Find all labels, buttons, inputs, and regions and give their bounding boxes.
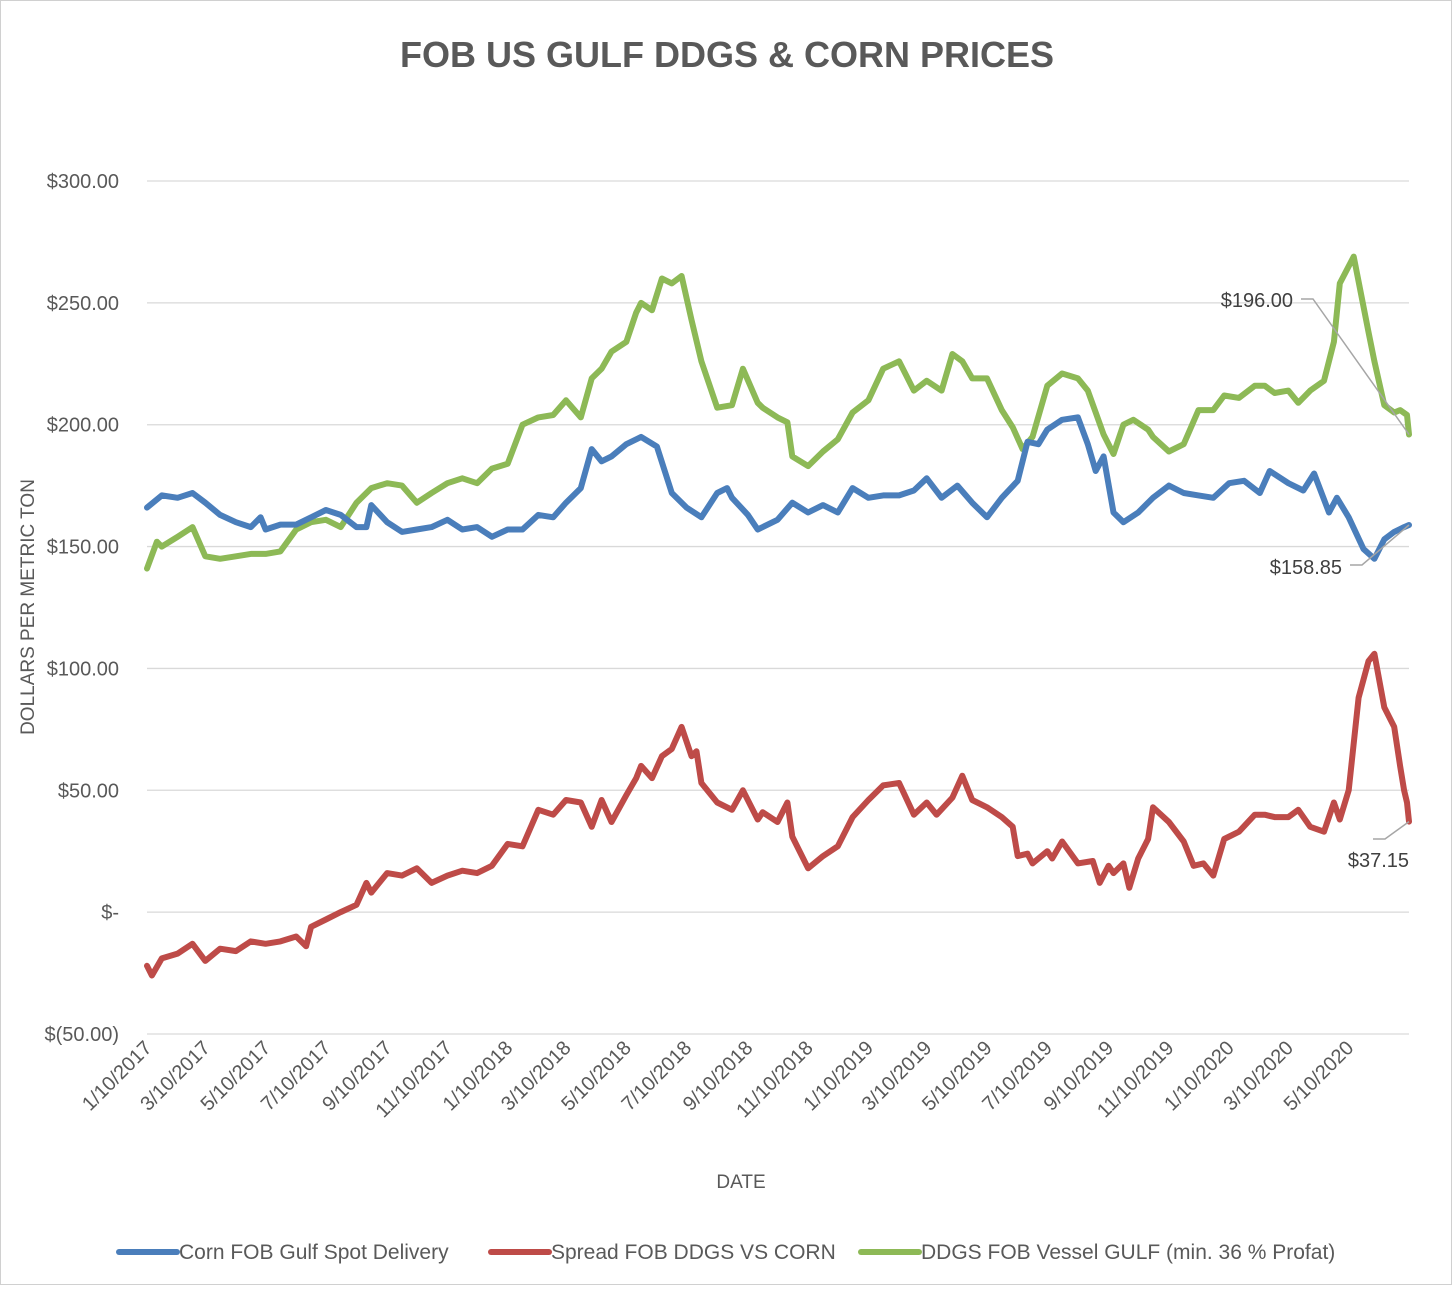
y-tick-label: $150.00 xyxy=(47,537,119,559)
y-tick-label: $200.00 xyxy=(47,415,119,437)
series-line-2 xyxy=(144,253,1412,572)
chart-title: FOB US GULF DDGS & CORN PRICES xyxy=(400,34,1054,75)
legend-label: Corn FOB Gulf Spot Delivery xyxy=(179,1241,449,1264)
legend-label: Spread FOB DDGS VS CORN xyxy=(551,1241,836,1264)
y-axis-label: DOLLARS PER METRIC TON xyxy=(18,479,39,735)
y-tick-label: $300.00 xyxy=(47,171,119,193)
y-tick-label: $(50.00) xyxy=(45,1024,120,1046)
y-tick-label: $250.00 xyxy=(47,293,119,315)
gridlines xyxy=(147,180,1409,1035)
y-tick-label: $- xyxy=(101,902,119,924)
legend: Corn FOB Gulf Spot Delivery Spread FOB DD… xyxy=(116,1241,1335,1264)
x-axis-label: DATE xyxy=(716,1172,765,1193)
callout-leader xyxy=(1301,298,1410,435)
callout-leader xyxy=(1373,820,1410,840)
callout-label: $158.85 xyxy=(1270,557,1342,579)
y-tick-label: $50.00 xyxy=(58,780,119,802)
y-tick-label: $100.00 xyxy=(47,658,119,680)
series-lines xyxy=(144,253,1412,979)
callouts: $196.00 $158.85 $37.15 xyxy=(1221,290,1410,872)
callout-label: $37.15 xyxy=(1348,850,1409,872)
series-line-1 xyxy=(144,650,1412,979)
callout-leader xyxy=(1350,524,1410,566)
y-axis-ticks: $300.00 $250.00 $200.00 $150.00 $100.00 $50.0… xyxy=(45,171,120,1046)
x-axis-ticks: 1/10/20173/10/20175/10/20177/10/20179/10… xyxy=(78,1037,1358,1122)
legend-label: DDGS FOB Vessel GULF (min. 36 % Profat) xyxy=(921,1241,1335,1264)
callout-label: $196.00 xyxy=(1221,290,1293,312)
series-line-0 xyxy=(144,414,1412,562)
